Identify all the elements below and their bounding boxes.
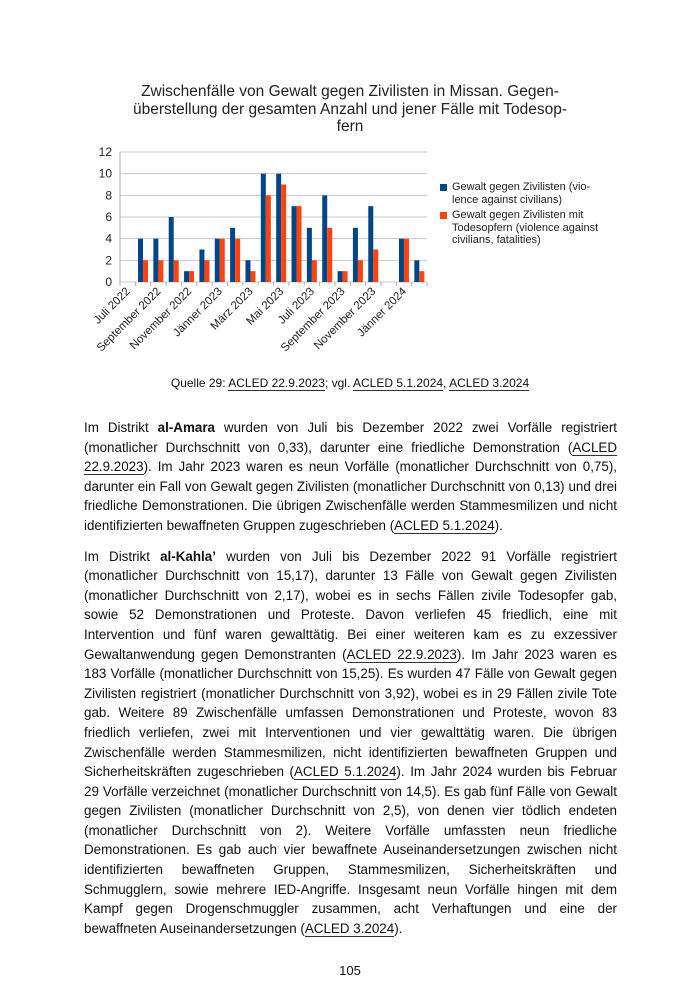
bar-fatalities: [219, 238, 225, 282]
bar-fatalities: [342, 271, 348, 282]
text-run: ). Im Jahr 2024 wurden bis Februar 29 Vo…: [84, 764, 617, 936]
y-tick-label: 12: [99, 145, 113, 159]
chart-title-line: überstellung der gesamten Anzahl und jen…: [133, 100, 567, 118]
source-link[interactable]: ACLED 22.9.2023: [346, 646, 457, 663]
bar-fatalities: [296, 206, 302, 282]
bar-total: [398, 238, 404, 282]
district-name: al-Kahla’: [160, 548, 216, 564]
y-tick-label: 4: [105, 232, 112, 246]
bar-total: [184, 271, 190, 282]
bar-total: [260, 173, 266, 282]
figure-caption: Quelle 29: ACLED 22.9.2023; vgl. ACLED 5…: [0, 376, 700, 391]
bar-total: [352, 227, 358, 282]
legend-item-total: Gewalt gegen Zivilisten (vio-lence again…: [440, 181, 620, 206]
bar-fatalities: [204, 260, 210, 282]
legend-label: Gewalt gegen Zivilisten mit Todesopfern (…: [452, 209, 598, 247]
text-run: ). Im Jahr 2023 waren es neun Vorfälle (…: [84, 459, 617, 533]
source-link[interactable]: ACLED 3.2024: [304, 920, 395, 937]
bar-fatalities: [373, 249, 379, 282]
legend-label: Gewalt gegen Zivilisten (vio-lence again…: [452, 181, 590, 206]
legend-line: civilians, fatalities): [452, 234, 541, 246]
legend-line: Gewalt gegen Zivilisten mit: [452, 209, 584, 221]
caption-text: ,: [443, 376, 450, 390]
bar-fatalities: [403, 238, 409, 282]
source-link[interactable]: ACLED 3.2024: [449, 376, 530, 391]
bar-total: [414, 260, 420, 282]
y-tick-label: 2: [105, 253, 112, 267]
text-run: Im Distrikt: [84, 548, 161, 564]
legend-swatch: [440, 184, 447, 191]
bar-fatalities: [173, 260, 179, 282]
bar-total: [168, 217, 174, 282]
legend-line: Gewalt gegen Zivilisten (vio-: [452, 181, 591, 193]
legend-swatch: [440, 212, 447, 219]
legend-item-fatalities: Gewalt gegen Zivilisten mit Todesopfern (…: [440, 209, 620, 247]
bar-total: [199, 249, 205, 282]
y-tick-label: 0: [105, 275, 112, 289]
page-number: 105: [339, 963, 361, 978]
source-link[interactable]: ACLED 5.1.2024: [352, 376, 444, 391]
bar-fatalities: [357, 260, 363, 282]
bar-fatalities: [235, 238, 241, 282]
source-link[interactable]: ACLED 5.1.2024: [294, 764, 397, 781]
chart-title-line: fern: [336, 118, 364, 135]
caption-prefix: Quelle 29:: [170, 376, 229, 390]
caption-text: ; vgl.: [324, 376, 353, 390]
bar-total: [337, 271, 343, 282]
y-tick-label: 6: [105, 210, 112, 224]
bar-fatalities: [250, 271, 256, 282]
bar-total: [306, 227, 312, 282]
text-run: ).: [394, 920, 403, 936]
bar-total: [322, 195, 328, 282]
source-link[interactable]: ACLED 22.9.2023: [228, 376, 325, 391]
text-run: ). Im Jahr 2023 waren es 183 Vorfälle (m…: [84, 646, 617, 780]
bar-fatalities: [189, 271, 195, 282]
paragraph: Im Distrikt al-Amara wurden von Juli bis…: [84, 418, 617, 536]
text-run: Im Distrikt: [84, 420, 158, 435]
bar-total: [368, 206, 374, 282]
legend-line: lence against civilians): [452, 193, 563, 206]
bar-total: [291, 206, 297, 282]
chart-legend: Gewalt gegen Zivilisten (vio-lence again…: [440, 181, 620, 250]
bar-fatalities: [419, 271, 425, 282]
chart-title-line: Zwischenfälle von Gewalt gegen Ziviliste…: [141, 83, 559, 100]
source-link[interactable]: ACLED 5.1.2024: [394, 517, 495, 534]
bar-total: [214, 238, 220, 282]
district-name: al-Amara: [157, 420, 215, 435]
bar-total: [245, 260, 251, 282]
bar-fatalities: [311, 260, 317, 282]
bar-fatalities: [143, 260, 149, 282]
bar-total: [153, 238, 159, 282]
bar-fatalities: [327, 227, 333, 282]
text-run: ).: [494, 517, 503, 533]
source-link[interactable]: ACLED 22.9.2023: [84, 439, 617, 476]
y-tick-label: 10: [99, 167, 113, 181]
text-run: wurden von Juli bis Dezember 2022 91 Vor…: [84, 548, 617, 662]
bar-fatalities: [265, 195, 271, 282]
chart-title: Zwischenfälle von Gewalt gegen Ziviliste…: [130, 83, 570, 136]
bar-total: [138, 238, 144, 282]
body-text: Im Distrikt al-Amara wurden von Juli bis…: [84, 418, 617, 949]
bar-fatalities: [281, 184, 287, 282]
legend-line: Todesopfern (violence against: [452, 221, 599, 234]
y-tick-label: 8: [105, 188, 112, 202]
bar-total: [230, 227, 236, 282]
text-run: wurden von Juli bis Dezember 2022 zwei V…: [84, 420, 617, 455]
bar-total: [276, 173, 282, 282]
bar-fatalities: [158, 260, 164, 282]
paragraph: Im Distrikt al-Kahla’ wurden von Juli bi…: [84, 547, 617, 939]
